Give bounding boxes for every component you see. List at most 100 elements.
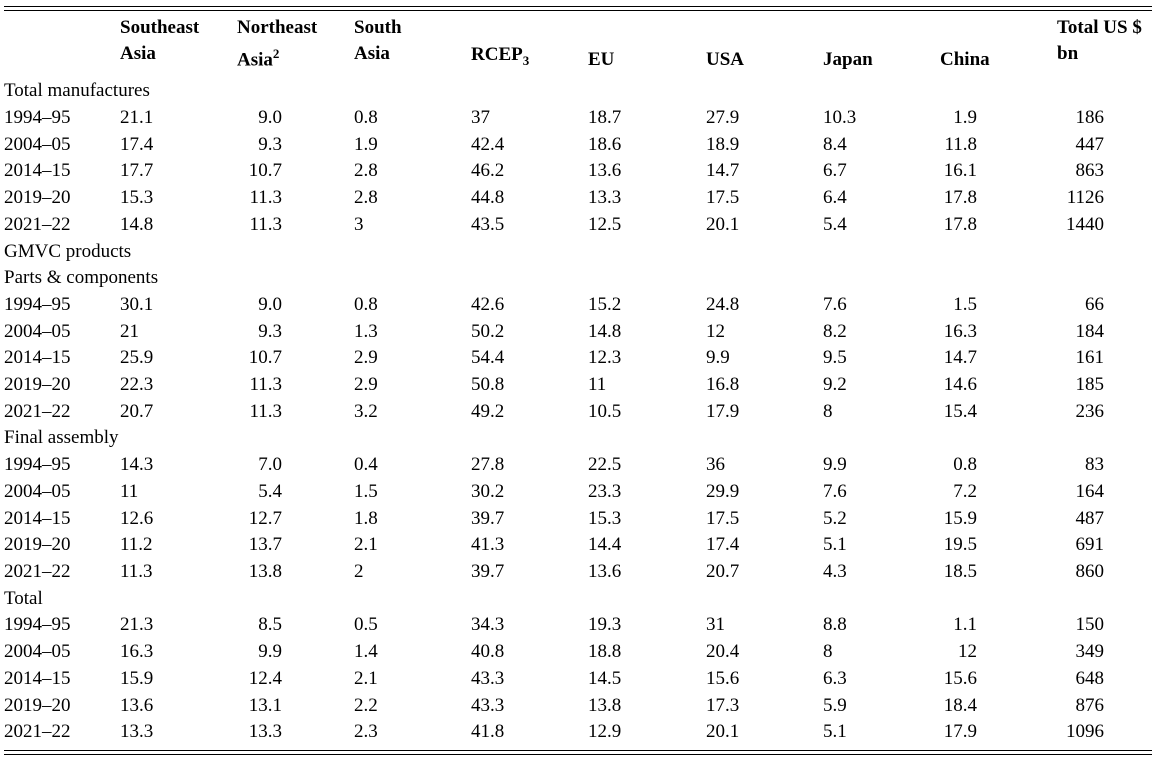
header-eu: EU	[588, 11, 706, 78]
cell-southeast-asia: 14.8	[120, 213, 154, 235]
cell-southeast-asia: 11	[120, 480, 139, 502]
section-label: Total	[4, 587, 43, 609]
cell-usa: 14.7	[706, 160, 740, 182]
header-rcep-footnote: 3	[522, 52, 530, 68]
bottom-rule-second	[4, 753, 1152, 755]
cell-rcep: 43.5	[471, 213, 505, 235]
cell-japan: 8	[823, 400, 833, 422]
cell-south-asia: 2	[354, 560, 364, 582]
cell-eu: 13.8	[588, 694, 622, 716]
cell-total: 1126	[1066, 187, 1104, 209]
cell-usa: 12	[706, 320, 725, 342]
header-south-asia-line1: South	[354, 17, 402, 38]
cell-japan: 6.7	[823, 160, 847, 182]
cell-period: 2019–20	[4, 374, 71, 396]
cell-eu: 14.5	[588, 667, 622, 689]
cell-rcep: 50.2	[471, 320, 505, 342]
cell-total: 1096	[1066, 721, 1104, 743]
cell-southeast-asia: 11.3	[120, 560, 153, 582]
cell-south-asia: 1.9	[354, 133, 378, 155]
section-label: Final assembly	[4, 427, 119, 449]
cell-period: 2014–15	[4, 667, 71, 689]
cell-northeast-asia: 9.0	[258, 107, 282, 129]
header-southeast-asia: Southeast Asia	[120, 11, 237, 78]
table-row: 2019–20 15.3 11.3 2.8 44.8 13.3 17.5 6.4 17.8 112…	[4, 185, 1152, 212]
cell-northeast-asia: 8.5	[258, 614, 282, 636]
cell-eu: 14.8	[588, 320, 622, 342]
cell-rcep: 42.4	[471, 133, 505, 155]
header-blank	[4, 11, 120, 78]
cell-rcep: 44.8	[471, 187, 505, 209]
section-label: Parts & components	[4, 267, 159, 289]
table-row: 2014–15 25.9 10.7 2.9 54.4 12.3 9.9 9.5 14.7 161	[4, 345, 1152, 372]
cell-japan: 8.2	[823, 320, 847, 342]
header-japan-label: Japan	[823, 49, 873, 71]
table-row: 2021–22 20.7 11.3 3.2 49.2 10.5 17.9 8 15.4 236	[4, 399, 1152, 426]
table-row: 1994–95 14.3 7.0 0.4 27.8 22.5 36 9.9 0.8 83	[4, 452, 1152, 479]
table-row: 2021–22 11.3 13.8 2 39.7 13.6 20.7 4.3 18.5 860	[4, 559, 1152, 586]
cell-japan: 7.6	[823, 480, 847, 502]
table-row: 2004–05 17.4 9.3 1.9 42.4 18.6 18.9 8.4 11.8 447	[4, 132, 1152, 159]
cell-usa: 15.6	[706, 667, 740, 689]
cell-japan: 6.4	[823, 187, 847, 209]
table-row: 2014–15 15.9 12.4 2.1 43.3 14.5 15.6 6.3 15.6 648	[4, 666, 1152, 693]
header-south-asia-line2: Asia	[354, 43, 390, 64]
cell-period: 1994–95	[4, 614, 71, 636]
cell-eu: 13.6	[588, 560, 622, 582]
table-row: 2019–20 13.6 13.1 2.2 43.3 13.8 17.3 5.9 18.4 876	[4, 693, 1152, 720]
cell-china: 17.8	[943, 187, 977, 209]
table-row: 2004–05 16.3 9.9 1.4 40.8 18.8 20.4 8 12 349	[4, 639, 1152, 666]
cell-usa: 27.9	[706, 107, 740, 129]
table-row: 2014–15 12.6 12.7 1.8 39.7 15.3 17.5 5.2 15.9 487	[4, 506, 1152, 533]
cell-period: 2021–22	[4, 721, 71, 743]
cell-total: 164	[1075, 480, 1105, 502]
cell-northeast-asia: 9.3	[258, 133, 282, 155]
cell-northeast-asia: 11.3	[249, 187, 282, 209]
cell-period: 1994–95	[4, 454, 71, 476]
table-row: 1994–95 30.1 9.0 0.8 42.6 15.2 24.8 7.6 1.5 66	[4, 292, 1152, 319]
cell-japan: 5.4	[823, 213, 847, 235]
cell-usa: 17.4	[706, 534, 740, 556]
cell-japan: 6.3	[823, 667, 847, 689]
cell-northeast-asia: 13.7	[248, 534, 282, 556]
cell-china: 14.6	[943, 374, 977, 396]
cell-northeast-asia: 9.9	[258, 641, 282, 663]
cell-southeast-asia: 30.1	[120, 293, 154, 315]
cell-southeast-asia: 11.2	[120, 534, 153, 556]
header-china-label: China	[940, 49, 990, 71]
cell-rcep: 27.8	[471, 454, 505, 476]
header-northeast-asia-line1: Northeast	[237, 17, 318, 38]
cell-rcep: 30.2	[471, 480, 505, 502]
cell-south-asia: 2.3	[354, 721, 378, 743]
cell-eu: 13.3	[588, 187, 622, 209]
cell-eu: 18.8	[588, 641, 622, 663]
section-label: GMVC products	[4, 240, 132, 262]
cell-usa: 17.9	[706, 400, 740, 422]
cell-china: 7.2	[953, 480, 977, 502]
cell-usa: 17.5	[706, 507, 740, 529]
cell-rcep: 41.3	[471, 534, 505, 556]
cell-china: 17.9	[943, 721, 977, 743]
cell-china: 19.5	[943, 534, 977, 556]
header-south-asia: South Asia	[354, 11, 471, 78]
top-rule	[4, 6, 1152, 7]
cell-japan: 9.2	[823, 374, 847, 396]
cell-period: 2014–15	[4, 347, 71, 369]
cell-southeast-asia: 15.3	[120, 187, 154, 209]
cell-china: 1.5	[953, 293, 977, 315]
cell-period: 2014–15	[4, 160, 71, 182]
cell-total: 161	[1075, 347, 1105, 369]
header-southeast-asia-line1: Southeast	[120, 17, 200, 38]
cell-rcep: 42.6	[471, 293, 505, 315]
cell-south-asia: 3	[354, 213, 364, 235]
cell-southeast-asia: 12.6	[120, 507, 154, 529]
cell-japan: 4.3	[823, 560, 847, 582]
cell-southeast-asia: 21.1	[120, 107, 154, 129]
cell-china: 16.3	[943, 320, 977, 342]
cell-china: 15.9	[943, 507, 977, 529]
cell-usa: 31	[706, 614, 725, 636]
table-row: 2019–20 11.2 13.7 2.1 41.3 14.4 17.4 5.1 19.5 691	[4, 532, 1152, 559]
cell-period: 2004–05	[4, 133, 71, 155]
cell-eu: 12.9	[588, 721, 622, 743]
cell-japan: 8	[823, 641, 833, 663]
